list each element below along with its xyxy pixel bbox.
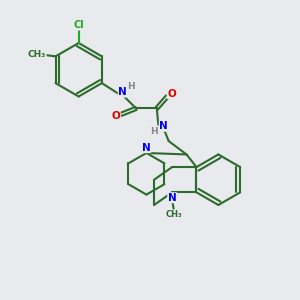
Text: O: O — [111, 111, 120, 121]
Text: N: N — [168, 193, 176, 203]
Text: H: H — [150, 127, 158, 136]
Text: Cl: Cl — [73, 20, 84, 30]
Text: N: N — [159, 121, 168, 131]
Text: CH₃: CH₃ — [28, 50, 46, 59]
Text: N: N — [142, 142, 151, 153]
Text: N: N — [118, 87, 127, 97]
Text: O: O — [167, 88, 176, 98]
Text: H: H — [127, 82, 134, 91]
Text: CH₃: CH₃ — [165, 210, 182, 219]
